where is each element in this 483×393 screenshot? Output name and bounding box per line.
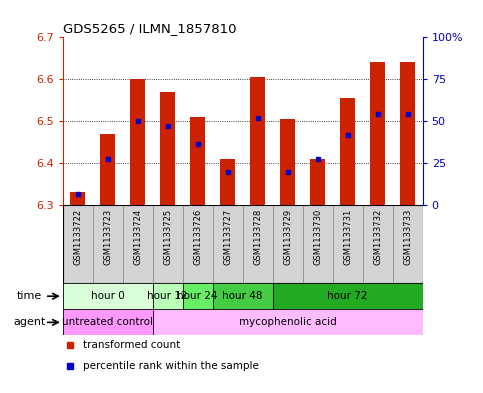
Bar	[213, 205, 242, 283]
Bar	[333, 205, 363, 283]
Text: percentile rank within the sample: percentile rank within the sample	[83, 362, 258, 371]
Text: GSM1133725: GSM1133725	[163, 209, 172, 265]
Bar	[130, 79, 145, 205]
Bar	[310, 159, 325, 205]
Bar	[220, 159, 235, 205]
Bar	[63, 283, 153, 309]
Bar	[153, 283, 183, 309]
Bar	[370, 62, 385, 205]
Bar	[363, 205, 393, 283]
Bar	[183, 283, 213, 309]
Text: GSM1133733: GSM1133733	[403, 209, 412, 265]
Bar	[242, 205, 273, 283]
Bar	[273, 283, 423, 309]
Bar	[340, 98, 355, 205]
Bar	[123, 205, 153, 283]
Text: GSM1133722: GSM1133722	[73, 209, 82, 265]
Text: GSM1133723: GSM1133723	[103, 209, 112, 265]
Text: GSM1133729: GSM1133729	[283, 209, 292, 265]
Bar	[250, 77, 265, 205]
Text: agent: agent	[14, 318, 46, 327]
Text: GSM1133726: GSM1133726	[193, 209, 202, 265]
Bar	[213, 283, 273, 309]
Bar	[93, 205, 123, 283]
Bar	[153, 309, 423, 336]
Text: hour 0: hour 0	[91, 291, 125, 301]
Text: mycophenolic acid: mycophenolic acid	[239, 318, 337, 327]
Text: hour 48: hour 48	[223, 291, 263, 301]
Text: GSM1133730: GSM1133730	[313, 209, 322, 265]
Bar	[183, 205, 213, 283]
Bar	[280, 119, 295, 205]
Text: time: time	[17, 291, 43, 301]
Text: GSM1133728: GSM1133728	[253, 209, 262, 265]
Bar	[100, 134, 115, 205]
Text: GSM1133727: GSM1133727	[223, 209, 232, 265]
Bar	[153, 205, 183, 283]
Text: transformed count: transformed count	[83, 340, 180, 350]
Text: GDS5265 / ILMN_1857810: GDS5265 / ILMN_1857810	[63, 22, 236, 35]
Text: hour 12: hour 12	[147, 291, 188, 301]
Bar	[71, 192, 85, 205]
Text: GSM1133731: GSM1133731	[343, 209, 352, 265]
Text: GSM1133732: GSM1133732	[373, 209, 382, 265]
Text: GSM1133724: GSM1133724	[133, 209, 142, 265]
Bar	[273, 205, 303, 283]
Text: hour 24: hour 24	[177, 291, 218, 301]
Bar	[393, 205, 423, 283]
Bar	[190, 117, 205, 205]
Bar	[303, 205, 333, 283]
Text: hour 72: hour 72	[327, 291, 368, 301]
Bar	[400, 62, 415, 205]
Bar	[63, 309, 153, 336]
Bar	[63, 205, 93, 283]
Text: untreated control: untreated control	[62, 318, 153, 327]
Bar	[160, 92, 175, 205]
